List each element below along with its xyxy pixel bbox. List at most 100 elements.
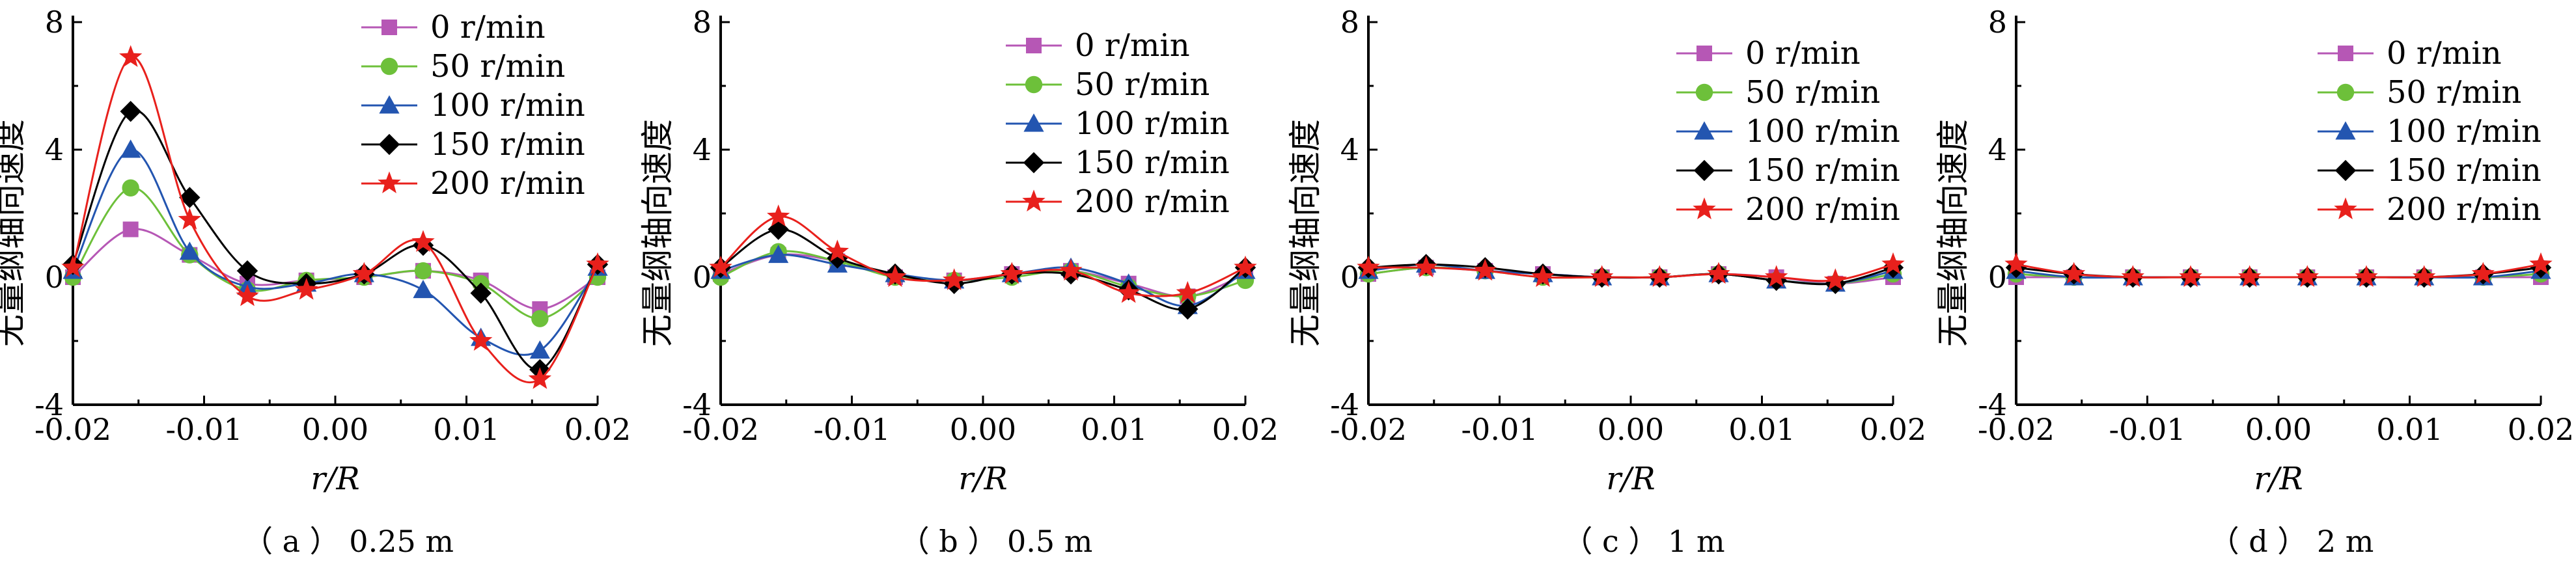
series-line bbox=[72, 228, 598, 310]
legend-label: 100 r/min bbox=[2387, 113, 2541, 150]
data-point bbox=[1234, 255, 1257, 278]
legend-label: 150 r/min bbox=[1745, 152, 1900, 189]
series-4 bbox=[1357, 254, 1904, 294]
chart-panel-2: 8 4 0 -4-0.02 -0.01 0.00 0.01 0.02 r/R 无量纲轴向速度 0 r… bbox=[639, 5, 1279, 559]
series-line bbox=[720, 254, 1246, 307]
data-point bbox=[528, 367, 551, 389]
data-point bbox=[1648, 265, 1671, 287]
legend-marker bbox=[1697, 46, 1712, 61]
legend-label: 200 r/min bbox=[1745, 191, 1900, 228]
panel-caption: （ d ） 2 m bbox=[2209, 524, 2374, 559]
data-point bbox=[1176, 280, 1199, 303]
data-point bbox=[767, 204, 790, 226]
data-point bbox=[122, 221, 139, 238]
data-point bbox=[414, 262, 432, 280]
data-point bbox=[1177, 298, 1198, 320]
chart-panel-4: 8 4 0 -4-0.02 -0.01 0.00 0.01 0.02 r/R 无量纲轴向速度 0 r… bbox=[1934, 5, 2574, 559]
x-tick-label: -0.02 bbox=[1330, 412, 1407, 447]
legend-marker bbox=[1693, 159, 1715, 182]
y-tick-label: 0 bbox=[693, 260, 712, 295]
y-axis-title: 无量纲轴向速度 bbox=[1934, 119, 1972, 347]
legend-marker bbox=[2334, 159, 2357, 182]
data-point bbox=[1823, 268, 1847, 290]
legend-marker bbox=[1026, 38, 1042, 53]
data-point bbox=[120, 139, 141, 158]
data-point bbox=[120, 101, 141, 122]
data-point bbox=[352, 262, 376, 284]
y-tick-label: 4 bbox=[1340, 132, 1359, 167]
series-line bbox=[719, 215, 1246, 297]
legend-label: 100 r/min bbox=[1745, 113, 1900, 150]
legend-marker bbox=[1694, 121, 1715, 140]
series-5 bbox=[1357, 252, 1905, 290]
data-point bbox=[178, 208, 201, 230]
x-tick-label: -0.01 bbox=[814, 412, 891, 447]
data-point bbox=[943, 268, 966, 290]
series-line bbox=[1368, 263, 1894, 282]
data-point bbox=[1357, 255, 1380, 278]
series-1 bbox=[65, 221, 605, 317]
legend-marker bbox=[1023, 113, 1044, 132]
x-tick-label: -0.01 bbox=[2109, 412, 2186, 447]
y-tick-label: 0 bbox=[45, 260, 64, 295]
legend-label: 200 r/min bbox=[430, 165, 585, 202]
legend-label: 150 r/min bbox=[2387, 152, 2541, 189]
legend-marker bbox=[2338, 46, 2353, 61]
data-point bbox=[413, 280, 434, 299]
legend-label: 100 r/min bbox=[1075, 105, 1230, 142]
data-point bbox=[1000, 262, 1023, 284]
x-tick-label: 0.00 bbox=[302, 412, 368, 447]
panel-caption: （ b ） 0.5 m bbox=[900, 524, 1093, 559]
x-tick-label: -0.01 bbox=[1461, 412, 1538, 447]
y-tick-label: -4 bbox=[1978, 387, 2007, 422]
legend-marker bbox=[2335, 121, 2356, 140]
x-tick-label: 0.01 bbox=[2376, 412, 2443, 447]
x-tick-label: 0.02 bbox=[2508, 412, 2574, 447]
legend-marker bbox=[2336, 83, 2355, 102]
x-tick-label: 0.02 bbox=[1860, 412, 1926, 447]
y-axis-title: 无量纲轴向速度 bbox=[639, 119, 676, 347]
series-line bbox=[720, 228, 1246, 311]
legend-label: 0 r/min bbox=[1075, 27, 1190, 64]
x-tick-label: 0.00 bbox=[1598, 412, 1664, 447]
y-tick-label: -4 bbox=[35, 387, 64, 422]
legend-marker bbox=[2334, 197, 2357, 219]
data-point bbox=[1590, 265, 1614, 287]
data-point bbox=[1765, 265, 1788, 287]
data-point bbox=[1881, 252, 1905, 275]
data-point bbox=[1415, 255, 1438, 278]
data-point bbox=[2121, 265, 2144, 287]
y-tick-label: 8 bbox=[693, 5, 712, 40]
series-3 bbox=[2006, 260, 2551, 286]
legend-label: 0 r/min bbox=[430, 9, 546, 46]
data-point bbox=[1531, 265, 1555, 287]
data-point bbox=[883, 265, 907, 287]
data-point bbox=[469, 329, 493, 351]
data-point bbox=[2355, 265, 2378, 287]
data-point bbox=[295, 278, 318, 300]
data-point bbox=[768, 219, 789, 240]
legend-marker bbox=[378, 171, 401, 193]
data-point bbox=[2295, 265, 2319, 287]
x-tick-label: -0.01 bbox=[166, 412, 243, 447]
legend-marker bbox=[1025, 75, 1043, 94]
legend-label: 0 r/min bbox=[2387, 35, 2502, 72]
legend-label: 100 r/min bbox=[430, 87, 585, 124]
series-line bbox=[2015, 263, 2541, 278]
y-axis-title: 无量纲轴向速度 bbox=[1286, 119, 1324, 347]
data-point bbox=[179, 241, 200, 260]
x-axis-title: r/R bbox=[2254, 461, 2303, 497]
data-point bbox=[586, 252, 609, 275]
data-point bbox=[768, 245, 789, 264]
x-tick-label: 0.01 bbox=[1081, 412, 1147, 447]
x-tick-label: 0.02 bbox=[1212, 412, 1279, 447]
series-4 bbox=[2005, 257, 2552, 288]
legend-marker bbox=[378, 133, 400, 156]
legend-marker bbox=[379, 95, 400, 114]
y-tick-label: 8 bbox=[1340, 5, 1359, 40]
x-tick-label: -0.02 bbox=[35, 412, 111, 447]
data-point bbox=[122, 179, 139, 197]
data-point bbox=[236, 284, 259, 306]
series-line bbox=[72, 187, 598, 320]
